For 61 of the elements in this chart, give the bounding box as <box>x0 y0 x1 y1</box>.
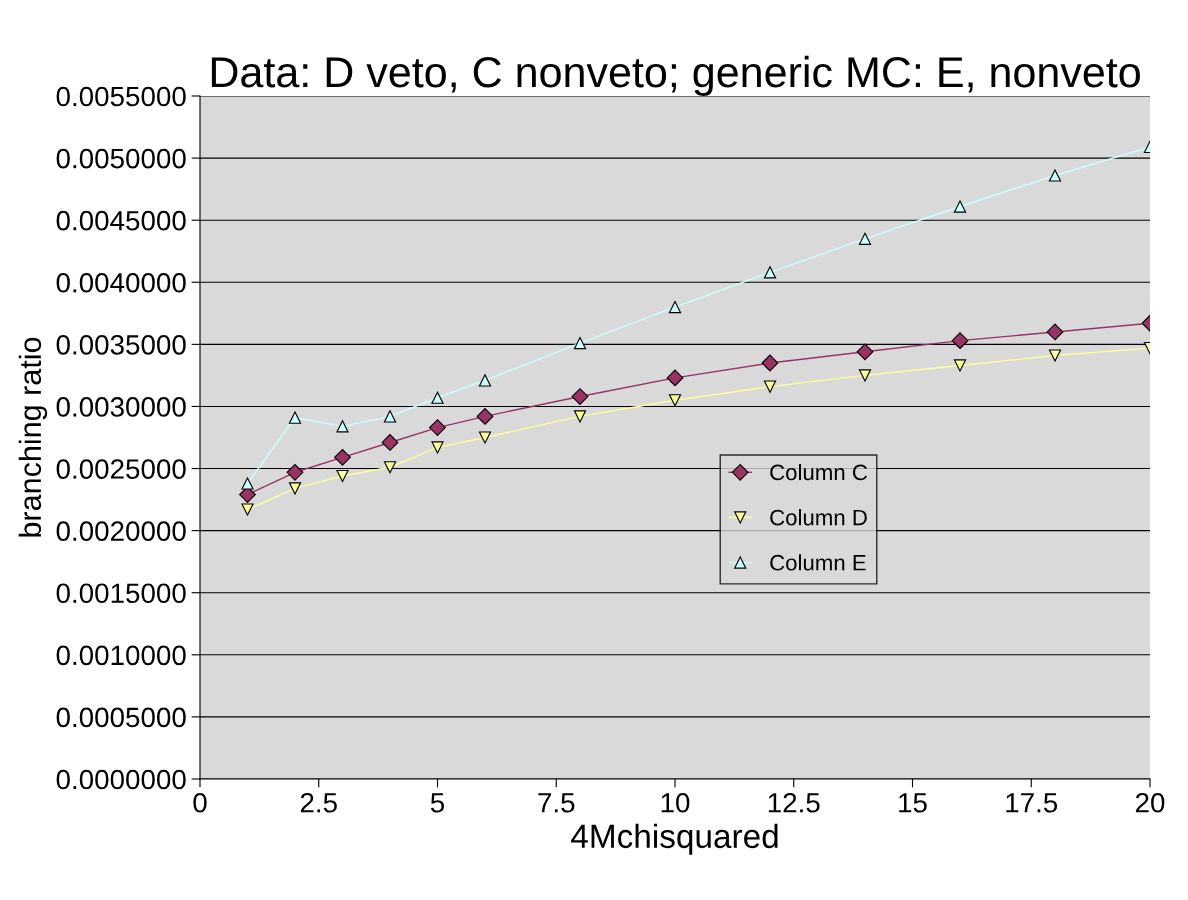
point <box>336 469 349 483</box>
y-tick-label: 0.0015000 <box>56 583 186 604</box>
legend-label: Column D <box>770 509 867 526</box>
point <box>241 477 254 490</box>
point <box>336 420 349 433</box>
point <box>763 266 777 279</box>
point <box>288 411 302 424</box>
point <box>763 380 777 393</box>
y-tick-label: 0.0000000 <box>56 769 186 790</box>
point <box>953 200 967 213</box>
point <box>573 337 587 350</box>
point <box>429 419 446 436</box>
y-tick-label: 0.0040000 <box>56 272 186 293</box>
y-tick-label: 0.0005000 <box>56 707 186 728</box>
point <box>1048 349 1062 362</box>
legend-label: Column C <box>770 463 868 481</box>
point <box>858 232 872 245</box>
point <box>666 369 684 387</box>
y-tick-label: 0.0020000 <box>56 521 186 541</box>
point <box>668 394 682 407</box>
point <box>761 354 779 372</box>
point <box>571 388 589 405</box>
point <box>334 448 351 466</box>
y-tick-label: 0.0025000 <box>56 459 186 479</box>
point <box>858 369 872 382</box>
y-tick-label: 0.0030000 <box>56 397 186 417</box>
x-tick-label: 17.5 <box>1006 793 1058 813</box>
y-tick-label: 0.0035000 <box>56 335 186 355</box>
chart-title: Data: D veto, C nonveto; generic MC: E, nonveto <box>211 55 1140 96</box>
x-tick-label: 2.5 <box>300 792 337 813</box>
x-tick-label: 15 <box>899 793 927 813</box>
x-tick-label: 5 <box>430 793 445 813</box>
point <box>953 359 967 372</box>
point <box>951 332 969 350</box>
point <box>573 410 587 423</box>
x-tick-label: 10 <box>661 792 690 813</box>
x-axis-title: 4Mchisquared <box>571 823 778 855</box>
point <box>381 434 399 451</box>
legend-label: Column E <box>770 554 866 571</box>
point <box>286 463 304 481</box>
y-tick-label: 0.0055000 <box>56 86 186 107</box>
y-axis-title: branching ratio <box>18 337 48 537</box>
y-tick-label: 0.0010000 <box>56 645 186 666</box>
point <box>1046 323 1064 341</box>
point <box>476 407 494 425</box>
x-tick-label: 7.5 <box>538 793 575 813</box>
x-tick-label: 0 <box>193 792 207 813</box>
point <box>856 343 874 361</box>
y-tick-label: 0.0050000 <box>56 148 186 169</box>
point <box>431 441 444 454</box>
point <box>1048 169 1062 182</box>
point <box>288 482 302 495</box>
y-tick-label: 0.0045000 <box>56 210 186 231</box>
point <box>431 391 444 404</box>
point <box>383 410 397 423</box>
point <box>241 503 254 516</box>
point <box>383 461 397 474</box>
point <box>478 431 492 444</box>
x-tick-label: 20 <box>1135 792 1165 813</box>
point <box>668 300 682 314</box>
x-tick-label: 12.5 <box>768 792 820 813</box>
